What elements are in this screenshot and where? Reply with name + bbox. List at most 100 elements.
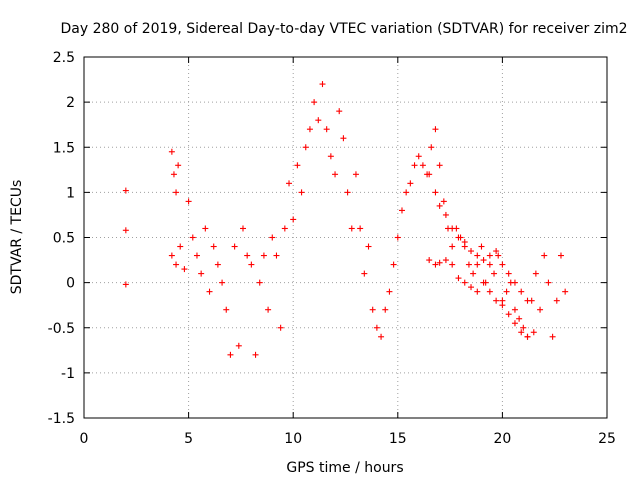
data-point <box>394 234 401 241</box>
data-point <box>474 252 481 259</box>
data-point <box>455 234 462 241</box>
data-point <box>436 259 443 266</box>
data-point <box>524 333 531 340</box>
data-point <box>442 211 449 218</box>
x-tick-label: 15 <box>389 431 407 447</box>
data-point <box>252 351 259 358</box>
data-point <box>286 180 293 187</box>
data-point <box>281 225 288 232</box>
data-point <box>298 189 305 196</box>
data-point <box>336 108 343 115</box>
data-point <box>557 252 564 259</box>
data-point <box>407 180 414 187</box>
data-point <box>419 162 426 169</box>
data-point <box>518 329 525 336</box>
data-point <box>426 171 433 178</box>
data-point <box>449 225 456 232</box>
data-point <box>168 148 175 155</box>
y-tick-label: 0 <box>66 276 75 292</box>
data-point <box>398 207 405 214</box>
data-point <box>198 270 205 277</box>
data-point <box>511 279 518 286</box>
data-point <box>541 252 548 259</box>
data-point <box>505 270 512 277</box>
data-point <box>495 252 502 259</box>
data-point <box>173 261 180 268</box>
data-point <box>449 261 456 268</box>
data-point <box>344 189 351 196</box>
data-point <box>468 248 475 255</box>
data-point <box>516 315 523 322</box>
data-point <box>442 257 449 264</box>
y-tick-label: 0.5 <box>53 231 75 247</box>
data-point <box>306 126 313 133</box>
data-point <box>361 270 368 277</box>
data-point <box>235 342 242 349</box>
data-point <box>537 306 544 313</box>
data-point <box>231 243 238 250</box>
data-point <box>520 324 527 331</box>
data-point <box>260 252 267 259</box>
data-point <box>239 225 246 232</box>
data-point <box>332 171 339 178</box>
data-point <box>269 234 276 241</box>
x-tick-label: 10 <box>284 431 302 447</box>
data-point <box>480 279 487 286</box>
data-point <box>530 329 537 336</box>
data-point <box>273 252 280 259</box>
data-point <box>122 281 129 288</box>
data-point <box>545 279 552 286</box>
data-point <box>553 297 560 304</box>
x-tick-label: 0 <box>80 431 89 447</box>
data-point <box>193 252 200 259</box>
data-point <box>493 248 500 255</box>
y-tick-label: -1.5 <box>48 411 75 427</box>
data-point <box>256 279 263 286</box>
data-point <box>386 288 393 295</box>
data-point <box>436 162 443 169</box>
data-point <box>524 297 531 304</box>
data-point <box>168 252 175 259</box>
data-point <box>173 189 180 196</box>
data-point <box>185 198 192 205</box>
data-point <box>390 261 397 268</box>
data-point <box>486 252 493 259</box>
y-tick-label: -1 <box>61 366 75 382</box>
data-point <box>411 162 418 169</box>
data-point <box>428 144 435 151</box>
y-tick-label: 1.5 <box>53 140 75 156</box>
data-point <box>348 225 355 232</box>
data-point <box>499 261 506 268</box>
data-point <box>432 126 439 133</box>
plot-frame <box>83 56 608 419</box>
data-point <box>491 270 498 277</box>
data-point <box>440 198 447 205</box>
data-point <box>122 187 129 194</box>
data-point <box>248 261 255 268</box>
data-point <box>493 297 500 304</box>
data-point <box>319 81 326 88</box>
data-point <box>277 324 284 331</box>
data-point <box>382 306 389 313</box>
data-point <box>352 171 359 178</box>
data-point <box>562 288 569 295</box>
data-point <box>378 333 385 340</box>
data-point <box>426 257 433 264</box>
data-point <box>461 279 468 286</box>
data-point <box>455 275 462 282</box>
data-point <box>302 144 309 151</box>
data-point <box>122 227 129 234</box>
data-point <box>468 284 475 291</box>
data-point <box>294 162 301 169</box>
data-point <box>181 266 188 273</box>
data-point <box>315 117 322 124</box>
data-point <box>415 153 422 160</box>
y-tick-label: 2.5 <box>53 50 75 66</box>
data-point <box>403 189 410 196</box>
y-tick-label: -0.5 <box>48 321 75 337</box>
data-point <box>505 311 512 318</box>
data-point <box>518 288 525 295</box>
data-point <box>461 239 468 246</box>
data-point <box>244 252 251 259</box>
